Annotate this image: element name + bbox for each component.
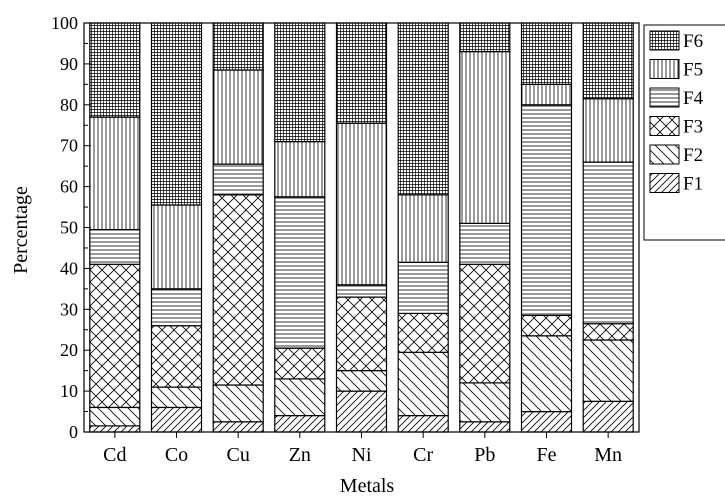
bar-segment-fe-f6 [520,22,573,86]
bar-segment-co-f4 [150,288,203,327]
y-tick-label: 50 [60,218,78,238]
bar-segment-mn-f3 [582,323,634,341]
bar-segment-ni-f1 [335,390,388,433]
bar-segment-co-f2 [150,386,203,408]
bar-segment-cd-f5 [89,116,141,231]
bar-segment-cu-f2 [212,384,264,423]
x-tick-label-ni: Ni [352,444,372,466]
bar-segment-co-f5 [150,204,203,290]
bar-segment-fe-f3 [520,314,573,337]
y-tick-label: 40 [60,258,78,278]
legend-swatch-f5 [649,59,680,79]
bar-segment-cu-f5 [212,69,264,165]
bar-segment-co-f1 [150,406,203,433]
bar-segment-mn-f6 [582,22,634,100]
legend-label-f2: F2 [683,145,703,166]
bar-segment-cu-f4 [212,163,264,196]
y-tick-label: 30 [60,299,78,319]
bar-segment-cu-f6 [212,22,264,71]
bar-segment-ni-f3 [335,296,388,372]
legend-swatch-f6 [649,30,680,51]
legend-label-f3: F3 [683,117,703,138]
x-tick-label-mn: Mn [594,444,622,466]
bar-segment-fe-f1 [520,411,573,433]
y-tick-label: 90 [60,54,78,74]
bar-segment-pb-f2 [459,382,511,423]
bar-segment-cd-f2 [89,406,141,427]
legend-swatch-f2 [649,144,680,165]
bar-segment-zn-f4 [274,196,326,349]
y-axis-title: Percentage [10,186,32,274]
x-axis-title: Metals [340,475,395,497]
bar-segment-pb-f6 [459,22,511,53]
x-axis: Cd Co Cu Zn Ni Cr Pb Fe Mn [103,432,622,466]
x-tick-label-pb: Pb [474,444,495,466]
bar-segment-zn-f6 [274,22,326,143]
bar-segment-cu-f1 [212,421,264,433]
bar-segment-cr-f3 [397,312,449,353]
bar-segment-ni-f2 [335,370,388,392]
x-tick-label-cu: Cu [226,444,249,466]
bar-segment-cd-f6 [89,22,141,118]
bar-segment-cd-f3 [89,263,141,408]
y-tick-label: 100 [51,13,78,33]
bar-segment-cd-f1 [89,425,141,433]
bar-segment-cr-f2 [397,351,449,417]
y-tick-label: 10 [60,381,78,401]
bar-segment-mn-f4 [582,161,634,325]
bar-segment-ni-f6 [335,22,388,124]
legend-swatch-f4 [649,87,680,108]
legend-label-f6: F6 [683,31,703,52]
x-tick-label-cr: Cr [413,444,433,466]
legend-swatch-f1 [649,173,680,193]
x-tick-label-zn: Zn [289,444,311,466]
bar-segment-mn-f2 [582,339,634,402]
bar-segment-cr-f5 [397,194,449,263]
bar-segment-co-f3 [150,325,203,388]
bars-layer [89,22,634,433]
bar-segment-mn-f5 [582,98,634,163]
y-tick-label: 0 [69,422,78,442]
bar-segment-pb-f5 [459,50,511,225]
bar-segment-cr-f6 [397,22,449,196]
bar-segment-zn-f2 [274,378,326,417]
bar-segment-ni-f5 [335,122,388,286]
x-tick-label-co: Co [165,444,188,466]
x-tick-label-fe: Fe [537,444,557,466]
y-tick-label: 60 [60,177,78,197]
bar-segment-pb-f1 [459,421,511,433]
bar-segment-ni-f4 [335,284,388,298]
y-axis: 0 10 20 30 40 50 60 70 80 90 100 [51,13,91,442]
legend-swatch-f3 [649,116,680,136]
bar-segment-mn-f1 [582,400,634,433]
legend-label-f4: F4 [683,88,704,109]
bar-segment-fe-f4 [520,104,573,317]
bar-segment-co-f6 [150,22,203,206]
y-tick-label: 20 [60,340,78,360]
bar-segment-pb-f3 [459,263,511,384]
bar-segment-cr-f4 [397,261,449,314]
bar-segment-zn-f3 [274,347,326,380]
y-tick-label: 70 [60,136,78,156]
legend-label-f1: F1 [683,174,703,195]
legend-label-f5: F5 [683,60,703,81]
bar-segment-cr-f1 [397,415,449,433]
bar-segment-zn-f5 [274,141,326,198]
bar-segment-pb-f4 [459,222,511,265]
bar-segment-cd-f4 [89,228,141,265]
bar-segment-fe-f5 [520,83,573,106]
legend: F6 F5 F4 F3 F2 F1 [643,24,725,241]
y-tick-label: 80 [60,95,78,115]
x-tick-label-cd: Cd [103,444,126,466]
bar-segment-cu-f3 [212,194,264,386]
bar-segment-zn-f1 [274,415,326,433]
bar-segment-fe-f2 [520,335,573,413]
